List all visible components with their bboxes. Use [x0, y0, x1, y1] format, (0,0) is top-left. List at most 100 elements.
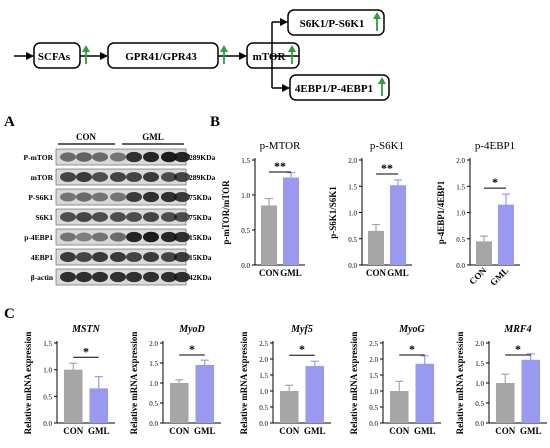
blot-size-label: 15KDa [189, 253, 212, 262]
chart-myog: MyoG 0.0 0.5 1.0 1.5 2.0 2.5 Relative mRNA expr… [349, 324, 441, 436]
blot-band [92, 192, 108, 202]
chart-title: p-4EBP1 [475, 140, 515, 152]
western-blot: CON GML P-mTOR 289KDa mTOR 289KDa P-S6K1 75KD… [24, 132, 216, 286]
y-tick-label: 2.0 [369, 356, 378, 364]
chart-title: MyoD [178, 324, 205, 335]
y-tick-label: 1.5 [43, 340, 52, 348]
y-tick-label: 0.5 [456, 236, 465, 244]
y-tick-label: 0.0 [475, 420, 484, 428]
y-tick-label: 1.0 [475, 380, 484, 388]
blot-band [174, 151, 190, 163]
pathway-label-s6k1: S6K1/P-S6K1 [300, 18, 365, 30]
blot-band [76, 212, 92, 222]
blot-group-con: CON [76, 132, 97, 142]
blot-band [92, 232, 108, 242]
blot-row: mTOR 289KDa [31, 168, 216, 186]
y-tick-label: 0.5 [348, 236, 357, 244]
y-tick-label: 1.0 [241, 192, 250, 200]
up-arrow-icon-mtor [288, 45, 296, 64]
chart-myod: MyoD 0.0 0.5 1.0 1.5 2.0 Relative mRNA express… [129, 324, 221, 436]
y-tick-label: 1.0 [369, 388, 378, 396]
significance-marker: * [299, 342, 305, 356]
x-tick-label: CON [259, 268, 280, 278]
blot-band [161, 252, 177, 262]
pathway-node-4ebp1 [289, 74, 390, 101]
x-tick-label: GML [280, 268, 302, 278]
chart-p-4ebp1: p-4EBP1 0.0 0.5 1.0 1.5 2.0 p-4EBP1/4EBP1 CON GM… [436, 140, 520, 288]
blot-row: 4EBP1 15KDa [31, 248, 212, 266]
y-tick-label: 0.5 [369, 404, 378, 412]
blot-band [126, 192, 142, 202]
significance-marker: * [492, 175, 498, 189]
x-tick-label: CON [169, 426, 190, 436]
blot-band [76, 252, 92, 262]
pathway-label-4ebp1: 4EBP1/P-4EBP1 [295, 83, 373, 95]
y-tick-label: 2.0 [348, 157, 357, 165]
blot-band [60, 271, 76, 283]
y-tick-label: 0.0 [456, 262, 465, 270]
y-tick-label: 0.5 [475, 400, 484, 408]
bar-con [63, 369, 83, 423]
up-arrow-icon-4ebp1 [378, 77, 386, 96]
blot-protein-label: p-4EBP1 [24, 233, 53, 242]
bar-con [389, 391, 409, 423]
blot-protein-label: S6K1 [35, 213, 53, 222]
panel-label-a: A [4, 114, 15, 130]
bar-con [169, 383, 189, 423]
blot-band [76, 172, 92, 182]
y-tick-label: 0.5 [259, 404, 268, 412]
chart-mrf4: MRF4 0.0 0.5 1.0 1.5 2.0 Relative mRNA express… [455, 324, 547, 436]
x-tick-label: GML [304, 426, 326, 436]
bar-gml [283, 177, 299, 265]
bar-gml [521, 359, 541, 423]
y-axis-label: p-4EBP1/4EBP1 [436, 180, 446, 244]
up-arrow-icons [82, 12, 386, 96]
chart-title: p-S6K1 [370, 140, 404, 152]
significance-marker: ** [274, 159, 286, 173]
bar-gml [89, 388, 109, 423]
blot-band [110, 252, 126, 262]
y-tick-label: 0.0 [369, 420, 378, 428]
x-tick-label: CON [495, 426, 516, 436]
y-tick-label: 1.5 [241, 157, 250, 165]
blot-protein-label: mTOR [31, 173, 54, 182]
blot-band [60, 232, 76, 242]
blot-protein-label: P-mTOR [24, 153, 54, 162]
significance-marker: ** [381, 161, 393, 175]
blot-band [174, 252, 190, 262]
blot-row: β-actin 42KDa [31, 268, 212, 286]
pathway-node-s6k1 [287, 9, 385, 36]
significance-marker: * [515, 342, 521, 356]
y-tick-label: 2.0 [149, 340, 158, 348]
chart-mstn: MSTN 0.0 0.5 1.0 1.5 Relative mRNA expression… [23, 324, 115, 436]
y-tick-label: 1.5 [348, 183, 357, 191]
blot-band [110, 172, 126, 182]
blot-size-label: 42KDa [189, 273, 212, 282]
bar-gml [390, 185, 406, 265]
blot-band [161, 271, 177, 283]
x-tick-label: CON [279, 426, 300, 436]
y-tick-label: 0.0 [43, 420, 52, 428]
bar-gml [305, 366, 325, 423]
y-tick-label: 1.5 [149, 360, 158, 368]
blot-band [76, 232, 92, 242]
chart-title: p-MTOR [260, 140, 301, 152]
y-tick-label: 1.0 [348, 210, 357, 218]
bar-con [495, 383, 515, 423]
blot-band [110, 232, 126, 242]
blot-protein-label: 4EBP1 [31, 253, 53, 262]
blot-band [143, 231, 159, 243]
y-tick-label: 1.0 [149, 380, 158, 388]
blot-row: p-4EBP1 15KDa [24, 228, 212, 246]
blot-band [161, 151, 177, 163]
blot-band [143, 212, 159, 222]
up-arrow-icon-s6k1 [373, 12, 381, 31]
bar-gml [195, 365, 215, 423]
pathway-label-gpr: GPR41/GPR43 [125, 51, 197, 63]
blot-band [76, 271, 92, 283]
y-tick-label: 0.5 [43, 393, 52, 401]
blot-band [76, 192, 92, 202]
blot-band [161, 191, 177, 203]
y-axis-label: Relative mRNA expression [349, 332, 359, 435]
